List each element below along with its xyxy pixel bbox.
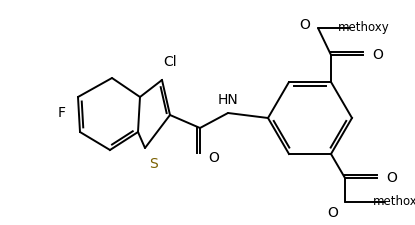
Text: S: S: [149, 157, 157, 171]
Text: O: O: [300, 18, 310, 32]
Text: F: F: [58, 106, 66, 120]
Text: HN: HN: [217, 93, 238, 107]
Text: O: O: [386, 171, 398, 185]
Text: O: O: [373, 48, 383, 62]
Text: O: O: [327, 206, 339, 220]
Text: Cl: Cl: [163, 55, 177, 69]
Text: O: O: [209, 151, 220, 165]
Text: methoxy: methoxy: [338, 22, 390, 34]
Text: methoxy: methoxy: [373, 196, 415, 209]
